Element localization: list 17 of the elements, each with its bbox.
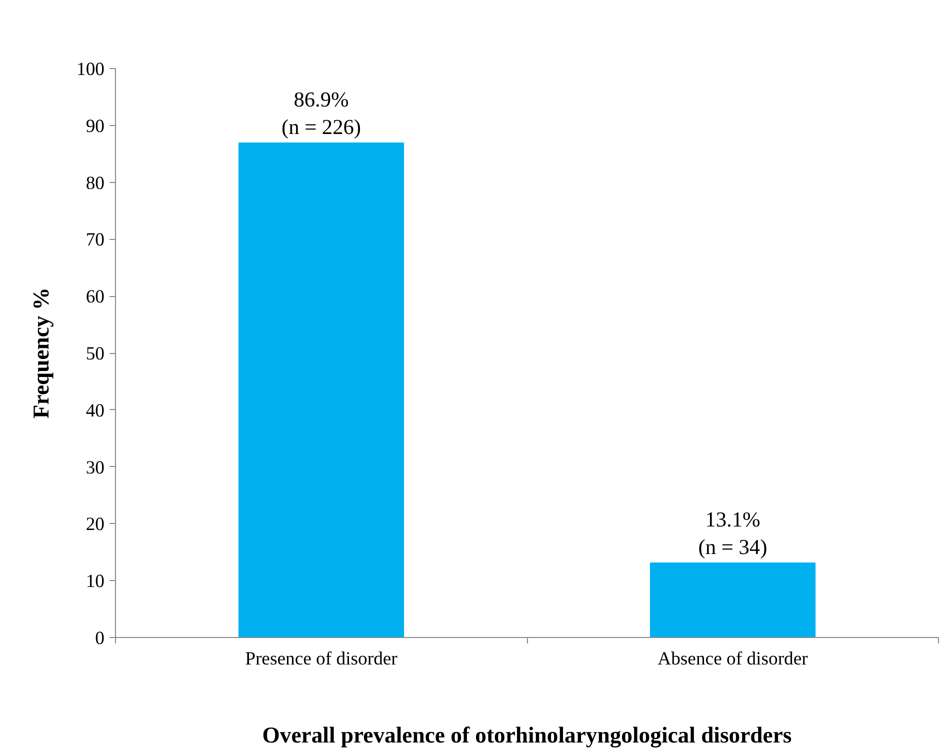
y-tick-label: 70 [86,230,104,251]
y-tick-label: 100 [76,59,104,80]
y-tick-label: 80 [86,172,104,194]
y-tick-label: 90 [86,116,104,137]
y-tick-label: 20 [86,514,104,536]
y-tick-label: 0 [95,628,104,649]
y-tick-label: 30 [86,457,104,478]
data-label: 13.1% (n = 34) [698,507,768,559]
y-tick-label: 40 [86,400,104,422]
y-axis-title: Frequency % [28,287,54,419]
x-tick-label: Presence of disorder [245,648,398,670]
x-axis-title: Overall prevalence of otorhinolaryngological disorders [262,722,792,748]
x-tick-label: Absence of disorder [658,648,809,670]
y-tick-label: 10 [86,571,104,592]
y-tick-label: 50 [86,344,104,364]
y-tick-label: 60 [86,286,104,308]
data-label: 86.9% (n = 226) [281,87,362,140]
